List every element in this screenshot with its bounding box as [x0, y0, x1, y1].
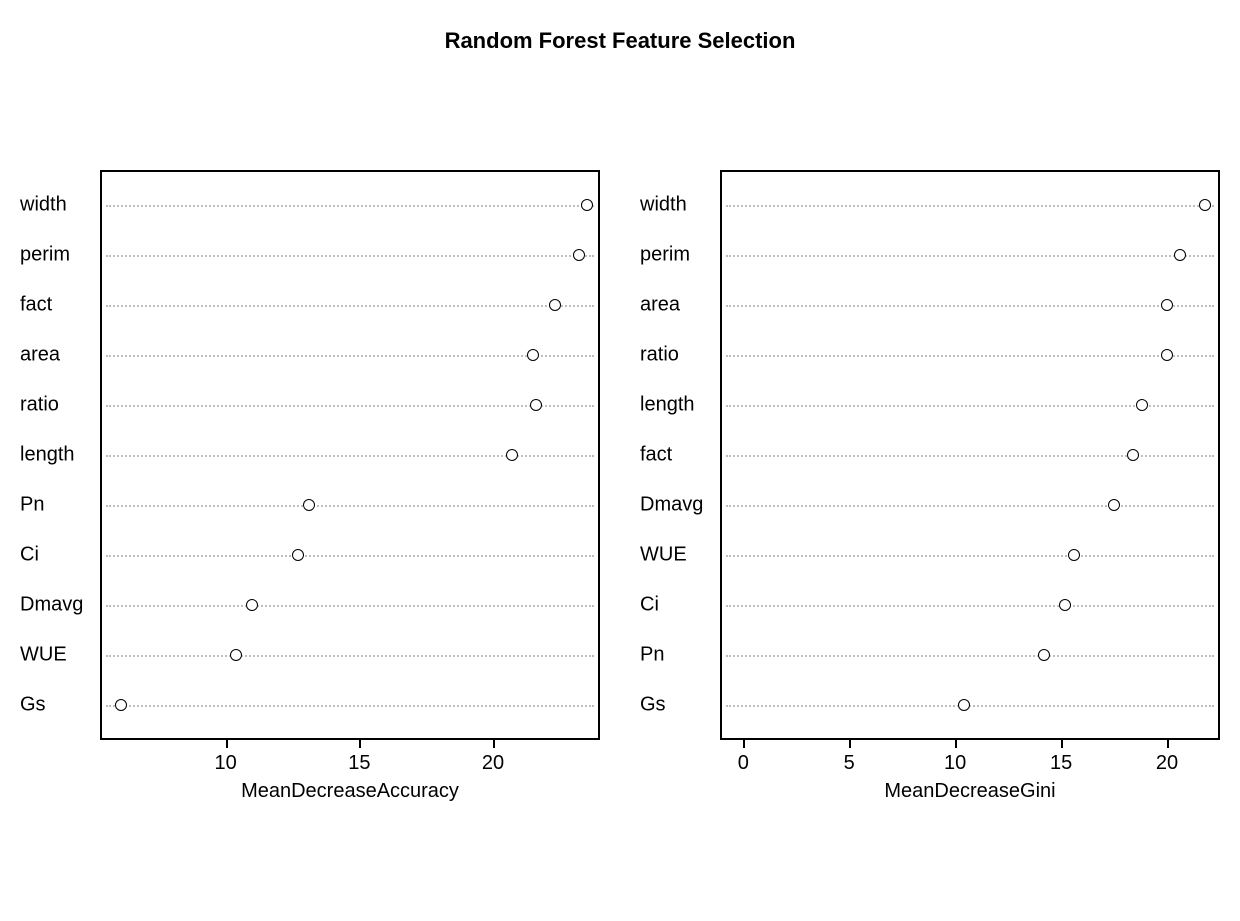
- y-tick-label: width: [640, 194, 687, 217]
- y-tick-label: Gs: [640, 694, 666, 717]
- y-tick-label: area: [20, 344, 60, 367]
- data-point: [1161, 299, 1173, 311]
- data-point: [115, 699, 127, 711]
- grid-line: [726, 355, 1214, 357]
- y-tick-label: WUE: [20, 644, 67, 667]
- x-tick-label: 10: [215, 752, 237, 775]
- data-point: [581, 199, 593, 211]
- y-tick-label: fact: [20, 294, 52, 317]
- grid-line: [726, 605, 1214, 607]
- data-point: [506, 449, 518, 461]
- y-tick-label: length: [20, 444, 75, 467]
- x-axis-label: MeanDecreaseAccuracy: [241, 780, 459, 803]
- y-tick-label: perim: [640, 244, 690, 267]
- data-point: [527, 349, 539, 361]
- data-point: [1199, 199, 1211, 211]
- x-tick-label: 15: [348, 752, 370, 775]
- grid-line: [106, 355, 594, 357]
- data-point: [230, 649, 242, 661]
- data-point: [1059, 599, 1071, 611]
- grid-line: [106, 205, 594, 207]
- y-tick-label: Ci: [20, 544, 39, 567]
- grid-line: [726, 505, 1214, 507]
- y-tick-label: width: [20, 194, 67, 217]
- grid-line: [106, 305, 594, 307]
- x-tick-mark: [493, 740, 495, 748]
- grid-line: [106, 255, 594, 257]
- x-axis-label: MeanDecreaseGini: [884, 780, 1055, 803]
- grid-line: [106, 505, 594, 507]
- x-tick-mark: [955, 740, 957, 748]
- y-tick-label: Gs: [20, 694, 46, 717]
- data-point: [1068, 549, 1080, 561]
- grid-line: [106, 605, 594, 607]
- x-tick-mark: [743, 740, 745, 748]
- data-point: [573, 249, 585, 261]
- y-tick-label: area: [640, 294, 680, 317]
- data-point: [292, 549, 304, 561]
- x-tick-label: 0: [738, 752, 749, 775]
- data-point: [549, 299, 561, 311]
- data-point: [1161, 349, 1173, 361]
- data-point: [1136, 399, 1148, 411]
- y-tick-label: fact: [640, 444, 672, 467]
- data-point: [958, 699, 970, 711]
- x-tick-label: 20: [1156, 752, 1178, 775]
- grid-line: [726, 655, 1214, 657]
- data-point: [1174, 249, 1186, 261]
- y-tick-label: Dmavg: [20, 594, 83, 617]
- y-tick-label: Pn: [640, 644, 664, 667]
- chart-page: Random Forest Feature Selection width per…: [0, 0, 1240, 921]
- grid-line: [106, 405, 594, 407]
- x-tick-label: 20: [482, 752, 504, 775]
- grid-line: [106, 455, 594, 457]
- x-tick-mark: [1167, 740, 1169, 748]
- grid-line: [726, 555, 1214, 557]
- chart-title: Random Forest Feature Selection: [0, 28, 1240, 54]
- data-point: [303, 499, 315, 511]
- data-point: [246, 599, 258, 611]
- y-tick-label: Ci: [640, 594, 659, 617]
- data-point: [1127, 449, 1139, 461]
- data-point: [1108, 499, 1120, 511]
- x-tick-mark: [226, 740, 228, 748]
- y-tick-label: perim: [20, 244, 70, 267]
- grid-line: [726, 705, 1214, 707]
- x-tick-mark: [849, 740, 851, 748]
- y-tick-label: ratio: [640, 344, 679, 367]
- x-tick-label: 10: [944, 752, 966, 775]
- grid-line: [726, 205, 1214, 207]
- data-point: [1038, 649, 1050, 661]
- grid-line: [726, 255, 1214, 257]
- data-point: [530, 399, 542, 411]
- y-tick-label: Pn: [20, 494, 44, 517]
- x-tick-label: 15: [1050, 752, 1072, 775]
- grid-line: [106, 705, 594, 707]
- x-tick-mark: [1061, 740, 1063, 748]
- grid-line: [106, 555, 594, 557]
- x-tick-label: 5: [844, 752, 855, 775]
- y-tick-label: WUE: [640, 544, 687, 567]
- grid-line: [726, 305, 1214, 307]
- grid-line: [106, 655, 594, 657]
- x-tick-mark: [359, 740, 361, 748]
- y-tick-label: Dmavg: [640, 494, 703, 517]
- y-tick-label: length: [640, 394, 695, 417]
- y-tick-label: ratio: [20, 394, 59, 417]
- grid-line: [726, 455, 1214, 457]
